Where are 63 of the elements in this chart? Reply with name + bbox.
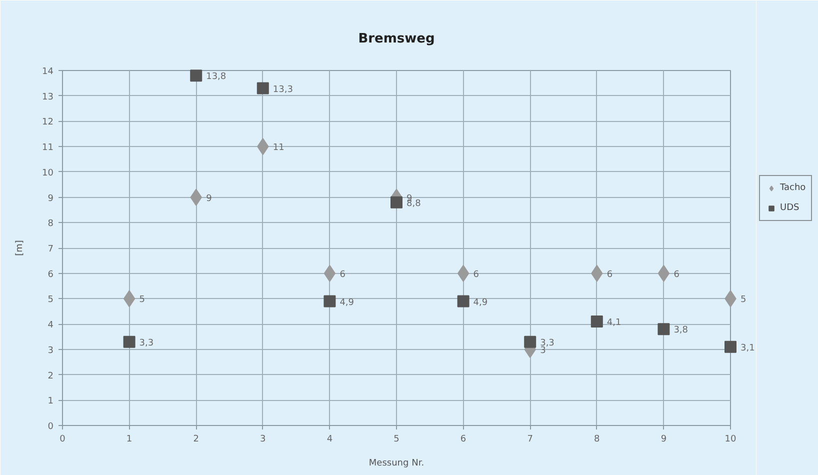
y-tick-label: 2 [48, 371, 54, 382]
x-tick-label: 2 [193, 434, 199, 444]
data-label: 6 [674, 270, 680, 280]
x-tick-label: 3 [260, 434, 266, 444]
data-label: 3,1 [740, 343, 755, 354]
point [256, 82, 269, 94]
legend-label: UDS [780, 202, 800, 215]
y-tick-label: 3 [48, 346, 54, 356]
data-label: 4,9 [340, 298, 354, 308]
legend-label: Tacho [780, 182, 806, 195]
data-label: 3,3 [139, 338, 154, 348]
y-tick-label: 0 [48, 422, 54, 432]
y-tick-label: 11 [42, 143, 54, 154]
data-label: 6 [606, 270, 613, 280]
point [190, 70, 202, 82]
point [724, 340, 736, 353]
x-tick-label: 4 [326, 434, 333, 444]
chart-title: Bremsweg [358, 32, 435, 46]
y-tick-label: 6 [48, 270, 54, 280]
data-label: 9 [206, 194, 212, 204]
y-tick-label: 9 [48, 194, 54, 204]
point [123, 336, 136, 348]
data-label: 3 [540, 346, 546, 356]
point [324, 295, 336, 308]
point [457, 264, 470, 282]
data-label: 4,9 [473, 298, 488, 308]
y-tick-label: 13 [42, 92, 54, 102]
data-label: 8,8 [406, 198, 422, 209]
data-label: 3,8 [674, 326, 688, 336]
point [390, 196, 402, 208]
x-tick-label: 0 [60, 434, 66, 444]
point [590, 316, 603, 328]
point [658, 323, 670, 336]
y-tick-label: 4 [48, 320, 54, 331]
point [658, 264, 670, 282]
data-label: 6 [340, 270, 346, 280]
data-label: 5 [139, 295, 146, 306]
y-tick-label: 5 [48, 295, 54, 306]
y-tick-label: 7 [48, 244, 54, 254]
x-axis-title: Messung Nr. [368, 458, 424, 468]
point [524, 336, 536, 348]
x-tick-label: 7 [527, 434, 533, 444]
x-tick-label: 1 [126, 434, 132, 444]
y-tick-label: 8 [48, 219, 54, 230]
y-tick-label: 1 [48, 396, 54, 407]
x-tick-label: 8 [594, 434, 600, 444]
y-axis-title: [m] [15, 240, 26, 256]
point [457, 295, 470, 308]
y-tick-label: 14 [42, 67, 54, 77]
point [123, 290, 136, 308]
data-label: 5 [740, 295, 746, 306]
data-label: 13,3 [272, 84, 293, 95]
point [324, 264, 336, 282]
x-tick-label: 5 [394, 434, 400, 444]
y-tick-label: 12 [42, 118, 54, 128]
data-label: 4,1 [606, 318, 622, 328]
x-tick-label: 10 [724, 434, 736, 444]
y-tick-label: 10 [42, 168, 54, 178]
data-label: 6 [473, 270, 480, 280]
x-tick-label: 9 [660, 434, 667, 444]
data-label: 13,8 [206, 72, 226, 82]
x-tick-label: 6 [460, 434, 466, 444]
data-label: 11 [272, 143, 284, 154]
